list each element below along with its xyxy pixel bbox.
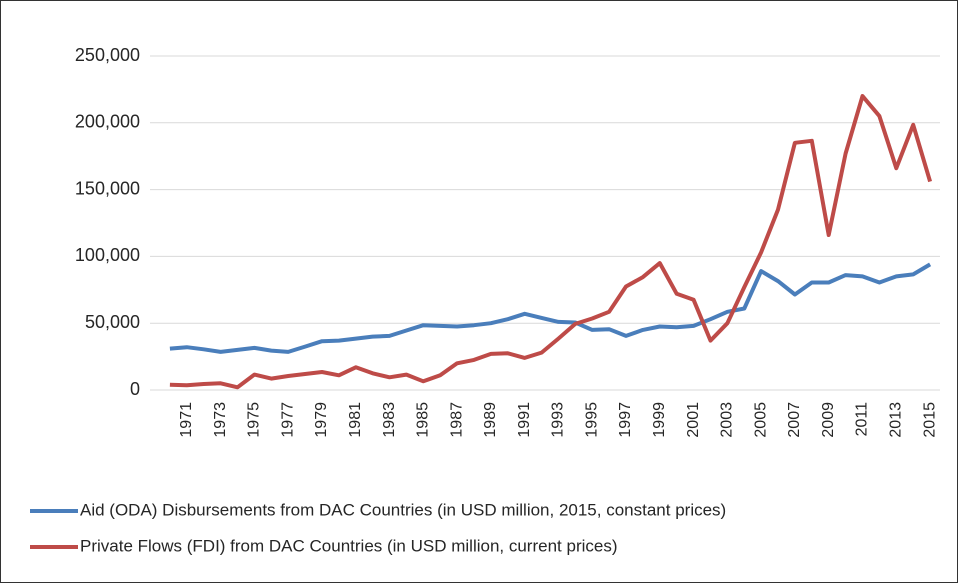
x-tick-label: 1971	[178, 402, 195, 438]
x-tick-label: 2009	[820, 402, 837, 438]
x-tick-label: 1975	[246, 402, 263, 438]
x-tick-label: 2001	[685, 402, 702, 438]
y-tick-label: 150,000	[75, 178, 140, 198]
x-tick-label: 1993	[550, 402, 567, 438]
x-tick-label: 1995	[583, 402, 600, 438]
y-tick-label: 250,000	[75, 45, 140, 65]
x-tick-label: 1985	[415, 402, 432, 438]
y-tick-label: 100,000	[75, 245, 140, 265]
x-tick-label: 1981	[347, 402, 364, 438]
x-tick-label: 1977	[279, 402, 296, 438]
series-line	[169, 262, 932, 354]
x-tick-label: 1991	[516, 402, 533, 438]
x-tick-label: 2005	[752, 402, 769, 438]
x-tick-label: 2003	[719, 402, 736, 438]
legend-label: Private Flows (FDI) from DAC Countries (…	[80, 536, 618, 555]
x-tick-label: 1973	[212, 402, 229, 438]
series-line	[169, 94, 933, 390]
y-tick-label: 200,000	[75, 112, 140, 132]
x-tick-label: 1999	[651, 402, 668, 438]
x-tick-label: 1997	[617, 402, 634, 438]
legend-label: Aid (ODA) Disbursements from DAC Countri…	[80, 500, 726, 519]
y-tick-label: 0	[130, 379, 140, 399]
x-tick-label: 1979	[313, 402, 330, 438]
x-tick-label: 2011	[854, 402, 871, 437]
x-tick-label: 2013	[887, 402, 904, 438]
x-tick-label: 2007	[786, 402, 803, 438]
y-tick-label: 50,000	[85, 312, 140, 332]
x-tick-label: 1987	[448, 402, 465, 438]
x-tick-label: 1983	[381, 402, 398, 438]
x-tick-label: 2015	[921, 402, 938, 438]
x-tick-label: 1989	[482, 402, 499, 438]
